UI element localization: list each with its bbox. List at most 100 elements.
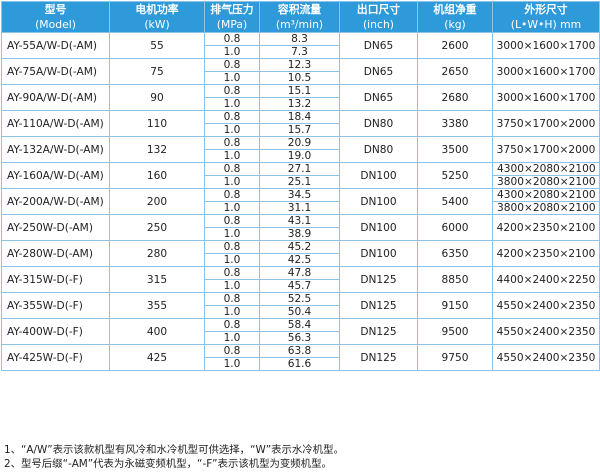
header-units-row: (Model) (kW) (MPa) (m³/min) (inch) (kg) …: [1, 17, 600, 33]
footnotes: 1、“A/W”表示该款机型有风冷和水冷机型可供选择，“W”表示水冷机型。 2、型…: [4, 443, 596, 471]
outlet-cell: DN100: [339, 240, 418, 267]
model-cell: AY-250W-D(-AM): [1, 214, 110, 241]
dims-cell: 3750×1700×2000: [492, 110, 600, 137]
flow-cell: 7.3: [259, 45, 340, 59]
dims-cell: 3000×1600×1700: [492, 32, 600, 59]
weight-cell: 3500: [417, 136, 493, 163]
dims-cell-water: 3800×2080×2100 水冷: [492, 201, 600, 215]
pressure-cell: 1.0: [204, 227, 260, 241]
outlet-cell: DN125: [339, 344, 418, 371]
flow-cell: 19.0: [259, 149, 340, 163]
weight-cell: 6000: [417, 214, 493, 241]
dims-cell: 3750×1700×2000: [492, 136, 600, 163]
model-cell: AY-90A/W-D(-AM): [1, 84, 110, 111]
weight-cell: 2650: [417, 58, 493, 85]
dims-cell: 3000×1600×1700: [492, 58, 600, 85]
header-weight-sub: (kg): [417, 17, 493, 33]
pressure-cell: 0.8: [204, 188, 260, 202]
header-flow-sub: (m³/min): [259, 17, 340, 33]
weight-cell: 9500: [417, 318, 493, 345]
outlet-cell: DN80: [339, 110, 418, 137]
model-cell: AY-160A/W-D(-AM): [1, 162, 110, 189]
model-cell: AY-75A/W-D(-AM): [1, 58, 110, 85]
flow-cell: 45.7: [259, 279, 340, 293]
outlet-cell: DN65: [339, 58, 418, 85]
table-row: 1.0 45.7: [2, 279, 600, 293]
flow-cell: 63.8: [259, 344, 340, 358]
pressure-cell: 1.0: [204, 357, 260, 371]
flow-cell: 52.5: [259, 292, 340, 306]
power-cell: 132: [109, 136, 205, 163]
model-cell: AY-132A/W-D(-AM): [1, 136, 110, 163]
weight-cell: 2600: [417, 32, 493, 59]
header-weight: 机组净重: [417, 1, 493, 17]
model-cell: AY-200A/W-D(-AM): [1, 188, 110, 215]
header-outlet: 出口尺寸: [339, 1, 418, 17]
flow-cell: 38.9: [259, 227, 340, 241]
pressure-cell: 1.0: [204, 175, 260, 189]
table-row: 1.0 7.3: [2, 45, 600, 59]
dims-cell: 4200×2350×2100: [492, 214, 600, 241]
table-row: AY-55A/W-D(-AM) 55 0.8 8.3 DN65 2600 3000×1600…: [1, 32, 600, 59]
power-cell: 280: [109, 240, 205, 267]
pressure-cell: 0.8: [204, 318, 260, 332]
pressure-cell: 1.0: [204, 97, 260, 111]
pressure-cell: 1.0: [204, 253, 260, 267]
flow-cell: 13.2: [259, 97, 340, 111]
power-cell: 200: [109, 188, 205, 215]
table-row: AY-250W-D(-AM) 250 0.8 43.1 DN100 6000 4200×23…: [1, 214, 600, 241]
weight-cell: 9750: [417, 344, 493, 371]
table-row: AY-400W-D(-F) 400 0.8 58.4 DN125 9500 4550×240…: [1, 318, 600, 345]
table-row: 1.0 61.6: [2, 357, 600, 371]
pressure-cell: 1.0: [204, 45, 260, 59]
weight-cell: 2680: [417, 84, 493, 111]
header-power: 电机功率: [109, 1, 205, 17]
outlet-cell: DN65: [339, 84, 418, 111]
flow-cell: 58.4: [259, 318, 340, 332]
dims-cell-water: 3800×2080×2100 水冷: [492, 175, 600, 189]
power-cell: 160: [109, 162, 205, 189]
spec-table: 型号 电机功率 排气压力 容积流量 出口尺寸 机组净重 外形尺寸 (Model)…: [1, 1, 600, 371]
pressure-cell: 1.0: [204, 149, 260, 163]
flow-cell: 18.4: [259, 110, 340, 124]
header-pressure: 排气压力: [204, 1, 260, 17]
weight-cell: 8850: [417, 266, 493, 293]
dims-cell: 4400×2400×2250: [492, 266, 600, 293]
table-row: AY-90A/W-D(-AM) 90 0.8 15.1 DN65 2680 3000×160…: [1, 84, 600, 111]
flow-cell: 50.4: [259, 305, 340, 319]
table-row: 1.0 13.2: [2, 97, 600, 111]
power-cell: 110: [109, 110, 205, 137]
table-row: 1.0 15.7: [2, 123, 600, 137]
header-model: 型号: [1, 1, 110, 17]
flow-cell: 47.8: [259, 266, 340, 280]
pressure-cell: 0.8: [204, 84, 260, 98]
power-cell: 75: [109, 58, 205, 85]
weight-cell: 6350: [417, 240, 493, 267]
pressure-cell: 1.0: [204, 279, 260, 293]
pressure-cell: 0.8: [204, 110, 260, 124]
outlet-cell: DN125: [339, 318, 418, 345]
table-row: 1.0 42.5: [2, 253, 600, 267]
footnote-2: 2、型号后缀“-AM”代表为永磁变频机型，“-F”表示该机型为变频机型。: [4, 458, 332, 470]
table-row: 1.0 50.4: [2, 305, 600, 319]
power-cell: 90: [109, 84, 205, 111]
flow-cell: 10.5: [259, 71, 340, 85]
pressure-cell: 0.8: [204, 58, 260, 72]
pressure-cell: 0.8: [204, 292, 260, 306]
header-flow: 容积流量: [259, 1, 340, 17]
power-cell: 425: [109, 344, 205, 371]
weight-cell: 9150: [417, 292, 493, 319]
pressure-cell: 0.8: [204, 240, 260, 254]
weight-cell: 5250: [417, 162, 493, 189]
model-cell: AY-355W-D(-F): [1, 292, 110, 319]
power-cell: 55: [109, 32, 205, 59]
table-row: AY-355W-D(-F) 355 0.8 52.5 DN125 9150 4550×240…: [1, 292, 600, 319]
outlet-cell: DN125: [339, 292, 418, 319]
outlet-cell: DN65: [339, 32, 418, 59]
outlet-cell: DN100: [339, 214, 418, 241]
model-cell: AY-110A/W-D(-AM): [1, 110, 110, 137]
table-row: 1.025.1 3800×2080×2100 水冷: [2, 175, 600, 189]
header-outlet-sub: (inch): [339, 17, 418, 33]
dims-cell: 4200×2350×2100: [492, 240, 600, 267]
pressure-cell: 0.8: [204, 162, 260, 176]
